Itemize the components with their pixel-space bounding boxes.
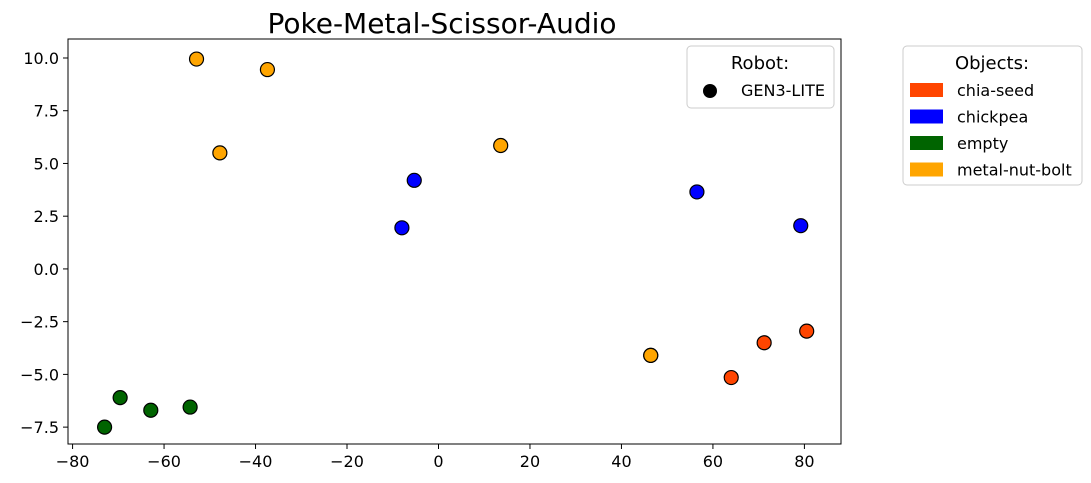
x-tick-label: −80 [56, 452, 90, 471]
x-tick-label: 80 [794, 452, 814, 471]
data-point-chickpea [793, 218, 809, 234]
axes-frame [67, 38, 842, 445]
data-point-metal-nut-bolt [643, 347, 659, 364]
data-point-chia-seed [723, 369, 739, 386]
objects-legend-swatch [910, 83, 943, 97]
data-point-metal-nut-bolt [493, 137, 509, 154]
robot-legend: Robot: GEN3-LITE [686, 45, 835, 109]
x-tick-label: 20 [520, 452, 540, 471]
objects-legend-label: empty [957, 134, 1008, 153]
robot-legend-frame [686, 45, 835, 109]
objects-legend-label: chickpea [957, 108, 1028, 127]
x-tick-label: −60 [147, 452, 181, 471]
data-point-metal-nut-bolt [259, 61, 276, 78]
data-point-chickpea [689, 184, 705, 200]
objects-legend: Objects: chia-seed chickpea empty metal-nut-… [902, 45, 1083, 186]
chart-title: Poke-Metal-Scissor-Audio [267, 7, 616, 40]
objects-legend-swatch [910, 109, 943, 124]
objects-legend-swatch [910, 136, 943, 150]
y-tick-label: −7.5 [20, 418, 59, 437]
x-tick-label: 40 [611, 452, 631, 471]
data-point-metal-nut-bolt [188, 51, 205, 67]
data-point-chia-seed [799, 323, 815, 339]
y-tick-label: 2.5 [34, 207, 59, 226]
y-tick-label: 0.0 [34, 260, 59, 279]
data-point-empty [112, 389, 128, 406]
y-tick-label: −5.0 [20, 365, 59, 384]
data-point-chickpea [406, 172, 422, 188]
y-tick-label: 5.0 [34, 154, 59, 173]
y-tick-label: 7.5 [34, 102, 59, 121]
objects-legend-title: Objects: [955, 53, 1029, 74]
objects-legend-label: chia-seed [957, 81, 1034, 100]
data-point-empty [182, 399, 198, 415]
objects-legend-swatch [910, 162, 943, 177]
data-point-empty [143, 402, 159, 418]
robot-legend-title: Robot: [731, 53, 789, 74]
objects-legend-frame [902, 45, 1083, 186]
data-point-chia-seed [756, 335, 772, 351]
x-tick-label: 0 [433, 452, 443, 471]
robot-legend-label: GEN3-LITE [741, 81, 825, 100]
robot-legend-marker [703, 84, 717, 98]
y-tick-label: 10.0 [23, 49, 59, 68]
data-point-chickpea [394, 220, 410, 236]
objects-legend-label: metal-nut-bolt [957, 161, 1072, 180]
x-tick-label: 60 [703, 452, 723, 471]
x-tick-label: −20 [330, 452, 364, 471]
plot-area: −80 −60 −40 −20 0 20 40 60 80 −7.5 −5.0 −2.5 0.0 2.5 5… [20, 38, 842, 471]
data-point-metal-nut-bolt [212, 145, 228, 161]
y-tick-label: −2.5 [20, 313, 59, 332]
data-point-empty [96, 419, 113, 435]
x-tick-label: −40 [239, 452, 273, 471]
